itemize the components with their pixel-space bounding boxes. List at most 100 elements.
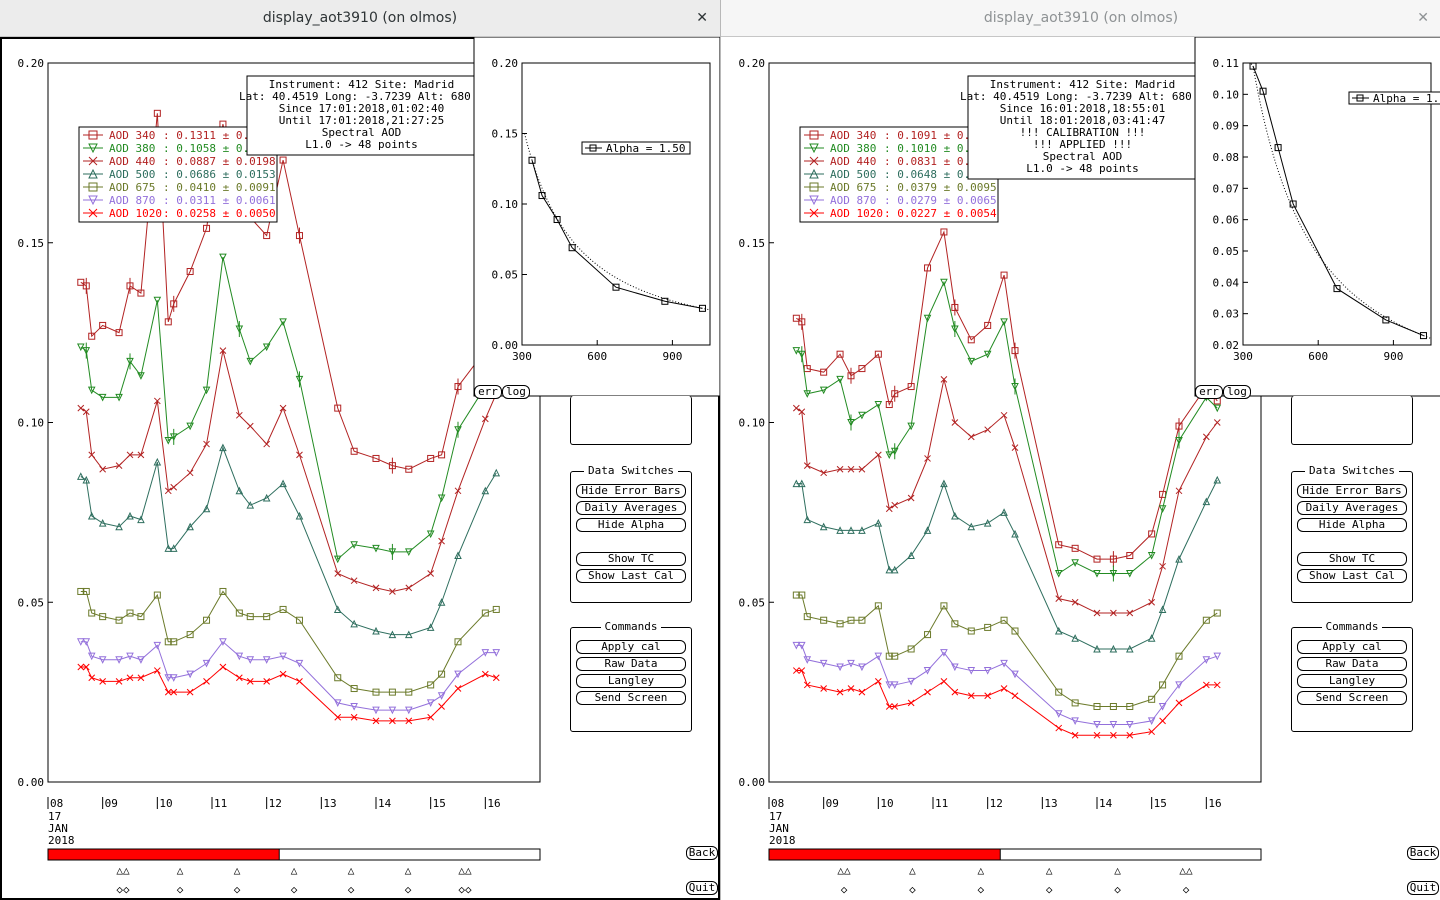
- inset-data-point: [1274, 144, 1282, 152]
- data-point: [481, 649, 490, 657]
- legend-marker: [88, 130, 98, 140]
- data-point: [1054, 710, 1063, 718]
- x-tick-label: 11: [935, 797, 948, 810]
- raw-data-button[interactable]: Raw Data: [1297, 657, 1407, 671]
- data-point: [76, 343, 85, 352]
- legend-marker: [809, 168, 819, 179]
- data-point: [891, 703, 899, 710]
- data-point: [1011, 347, 1019, 355]
- back-button[interactable]: Back: [686, 846, 718, 860]
- inset-data-point: [1419, 332, 1427, 340]
- apply-cal-button[interactable]: Apply cal: [1297, 640, 1407, 654]
- data-point: [836, 620, 844, 628]
- quit-button[interactable]: Quit: [686, 881, 718, 895]
- data-point: [885, 681, 894, 690]
- marker-triangle: △: [234, 864, 241, 877]
- data-point: [798, 408, 806, 416]
- show-last-cal-button[interactable]: Show Last Cal: [1297, 569, 1407, 583]
- data-point: [984, 692, 992, 700]
- apply-cal-button[interactable]: Apply cal: [576, 640, 686, 654]
- info-line: L1.0 -> 48 points: [1026, 162, 1139, 175]
- data-point: [940, 376, 948, 383]
- x-tick-label: 16: [487, 797, 500, 810]
- data-point: [279, 156, 287, 164]
- data-point: [235, 609, 243, 617]
- hide-alpha-button[interactable]: Hide Alpha: [576, 518, 686, 532]
- legend-value: : 0.0279 ± 0.0065: [884, 194, 997, 207]
- inset-fit-curve: [524, 133, 711, 311]
- back-button[interactable]: Back: [1407, 846, 1439, 860]
- langley-button[interactable]: Langley: [1297, 674, 1407, 688]
- info-line: Until 17:01:2018,21:27:25: [279, 114, 445, 127]
- data-point: [885, 505, 893, 513]
- raw-data-button[interactable]: Raw Data: [576, 657, 686, 671]
- data-point: [437, 598, 446, 606]
- data-point: [940, 649, 948, 657]
- data-point: [967, 627, 975, 635]
- data-point: [350, 713, 358, 721]
- data-point: [405, 717, 413, 725]
- close-icon[interactable]: ✕: [696, 10, 708, 26]
- inset-data-point: [661, 297, 669, 305]
- show-tc-button[interactable]: Show TC: [1297, 552, 1407, 566]
- legend-label: AOD 1020: [830, 207, 883, 220]
- daily-averages-button[interactable]: Daily Averages: [576, 501, 686, 515]
- data-point: [1125, 644, 1134, 653]
- alpha-label: Alpha = 1.50: [606, 142, 685, 155]
- inset-data-point: [568, 244, 576, 252]
- data-point: [891, 501, 899, 509]
- window-title: display_aot3910 (on olmos): [262, 10, 458, 26]
- x-tick-label: 08: [50, 797, 63, 810]
- data-point: [940, 677, 948, 685]
- hide-alpha-button[interactable]: Hide Alpha: [1297, 518, 1407, 532]
- window-titlebar[interactable]: display_aot3910 (on olmos) ✕: [721, 0, 1440, 37]
- data-point: [126, 282, 134, 290]
- err-button[interactable]: err: [1195, 385, 1223, 399]
- data-point: [951, 511, 959, 520]
- close-icon[interactable]: ✕: [1417, 10, 1429, 26]
- hide-error-bars-button[interactable]: Hide Error Bars: [1297, 484, 1407, 498]
- quit-button[interactable]: Quit: [1407, 881, 1439, 895]
- window-title: display_aot3910 (on olmos): [983, 10, 1179, 26]
- daily-averages-button[interactable]: Daily Averages: [1297, 501, 1407, 515]
- data-point: [481, 415, 489, 423]
- hide-error-bars-button[interactable]: Hide Error Bars: [576, 484, 686, 498]
- legend-marker: [809, 156, 819, 166]
- legend-label: AOD 440: [830, 155, 876, 168]
- aod-plot-right: 0.00 0.05 0.10 0.15 0.20 08 09 10 11 12 13 14 15 16 17…: [739, 37, 1440, 896]
- send-screen-button[interactable]: Send Screen: [576, 691, 686, 705]
- data-point: [350, 447, 358, 455]
- data-point: [1213, 419, 1221, 426]
- inset-y-tick-label: 0.06: [1213, 214, 1240, 227]
- data-point: [1093, 720, 1101, 729]
- data-point: [98, 656, 107, 664]
- data-point: [279, 318, 287, 326]
- log-button[interactable]: log: [1223, 385, 1251, 399]
- data-point: [858, 616, 866, 624]
- data-point: [115, 329, 123, 337]
- legend-value: : 0.0887 ± 0.0198: [163, 155, 276, 168]
- log-button[interactable]: log: [502, 385, 530, 399]
- data-point: [847, 372, 855, 380]
- data-point: [137, 289, 145, 297]
- send-screen-button[interactable]: Send Screen: [1297, 691, 1407, 705]
- data-point: [279, 479, 287, 488]
- show-last-cal-button[interactable]: Show Last Cal: [576, 569, 686, 583]
- window-titlebar[interactable]: display_aot3910 (on olmos) ✕: [0, 0, 720, 37]
- err-button[interactable]: err: [474, 385, 502, 399]
- data-point: [88, 451, 96, 459]
- data-point: [76, 472, 85, 480]
- info-line: Until 18:01:2018,03:41:47: [1000, 114, 1166, 127]
- date-label: 2018: [769, 834, 796, 847]
- data-point: [847, 419, 855, 427]
- data-point: [77, 587, 85, 595]
- langley-button[interactable]: Langley: [576, 674, 686, 688]
- show-tc-button[interactable]: Show TC: [576, 552, 686, 566]
- upper-panel: [1291, 396, 1413, 445]
- data-point: [885, 401, 893, 409]
- data-point: [907, 677, 915, 686]
- data-switches-title: Data Switches: [1304, 464, 1400, 477]
- data-point: [295, 232, 303, 240]
- data-point: [885, 703, 893, 710]
- data-point: [1109, 569, 1118, 578]
